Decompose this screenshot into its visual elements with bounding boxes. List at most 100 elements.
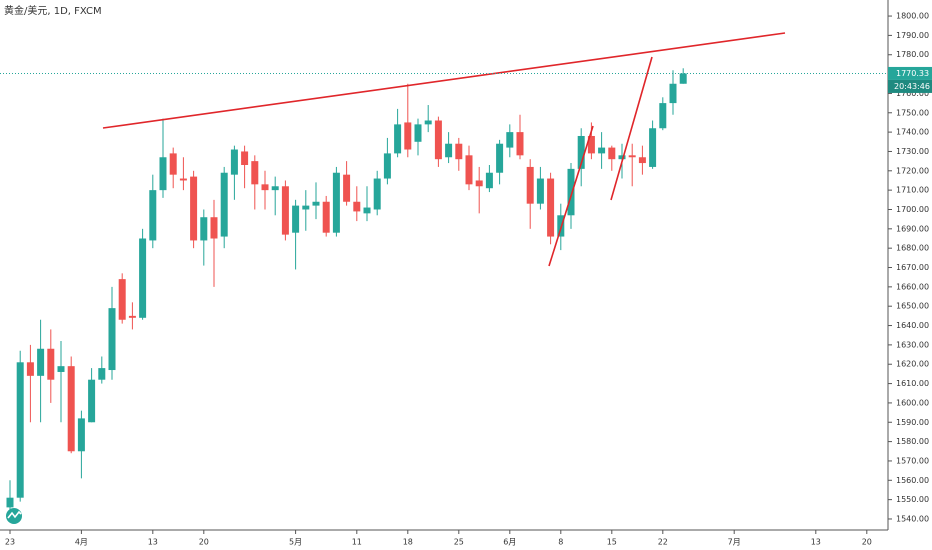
candle-body (322, 201, 330, 233)
y-tick-label: 1790.00 (896, 31, 929, 40)
logo (6, 508, 22, 524)
candle-body (567, 168, 575, 216)
candle-body (281, 186, 289, 235)
x-tick-label: 13 (811, 538, 821, 547)
y-tick-label: 1640.00 (896, 321, 929, 330)
candle-body (475, 180, 483, 187)
candle-body (485, 172, 493, 189)
candle-body (271, 186, 279, 191)
countdown-badge (888, 79, 932, 93)
y-tick-label: 1610.00 (896, 379, 929, 388)
x-tick-label: 23 (5, 538, 15, 547)
candle-body (230, 149, 238, 175)
candle-body (179, 178, 187, 181)
y-tick-label: 1660.00 (896, 282, 929, 291)
y-tick-label: 1800.00 (896, 12, 929, 21)
y-tick-label: 1780.00 (896, 50, 929, 59)
candle-body (363, 207, 371, 214)
y-tick-label: 1540.00 (896, 514, 929, 523)
price-badge-label: 1770.33 (896, 69, 929, 78)
y-tick-label: 1560.00 (896, 476, 929, 485)
y-tick-label: 1730.00 (896, 147, 929, 156)
candle-body (98, 368, 106, 380)
candle-body (577, 135, 585, 169)
x-tick-label: 13 (148, 538, 158, 547)
candle-body (383, 153, 391, 179)
y-tick-label: 1670.00 (896, 263, 929, 272)
x-tick-label: 22 (658, 538, 668, 547)
x-tick-label: 18 (403, 538, 413, 547)
candle-body (118, 279, 126, 320)
x-tick-label: 25 (454, 538, 464, 547)
trend-line (610, 56, 653, 201)
candle-body (159, 157, 167, 191)
candle-body (598, 147, 606, 154)
trend-line (102, 32, 786, 129)
candle-body (312, 201, 320, 206)
candle-body (434, 120, 442, 160)
candle-body (465, 155, 473, 185)
candle-body (343, 174, 351, 202)
x-tick-label: 7月 (728, 538, 741, 547)
candle-body (190, 176, 198, 241)
candle-body (445, 143, 453, 158)
y-tick-label: 1650.00 (896, 302, 929, 311)
candle-body (373, 178, 381, 210)
candle-body (618, 155, 626, 160)
x-tick-label: 4月 (75, 538, 88, 547)
candle-body (547, 178, 555, 237)
y-tick-label: 1680.00 (896, 244, 929, 253)
candle-body (679, 73, 687, 84)
candle-body (47, 348, 55, 380)
candle-body (26, 362, 34, 376)
candle-body (455, 143, 463, 160)
candle-body (261, 184, 269, 191)
y-tick-label: 1710.00 (896, 186, 929, 195)
candle-body (649, 128, 657, 167)
candle-body (496, 143, 504, 173)
chart-title: 黄金/美元, 1D, FXCM (4, 4, 102, 17)
candle-body (88, 379, 96, 423)
candle-body (526, 166, 534, 204)
candle-body (169, 153, 177, 175)
candle-body (57, 366, 65, 372)
candle-body (220, 172, 228, 237)
candle-body (241, 151, 249, 165)
candle-body (77, 418, 85, 452)
y-tick-label: 1690.00 (896, 224, 929, 233)
candle-body (332, 172, 340, 233)
y-tick-label: 1720.00 (896, 166, 929, 175)
candle-body (587, 135, 595, 154)
candle-body (6, 497, 14, 508)
candle-body (139, 238, 147, 318)
candle-body (149, 190, 157, 241)
candle-body (251, 161, 259, 185)
y-tick-label: 1740.00 (896, 128, 929, 137)
candle-body (67, 366, 75, 452)
candle-body (302, 205, 310, 210)
y-tick-label: 1620.00 (896, 360, 929, 369)
candle-body (394, 124, 402, 154)
y-tick-label: 1590.00 (896, 418, 929, 427)
candle-body (516, 132, 524, 156)
candle-body (16, 362, 24, 498)
x-tick-label: 15 (607, 538, 617, 547)
x-tick-label: 11 (352, 538, 362, 547)
x-tick-label: 20 (199, 538, 209, 547)
y-tick-label: 1630.00 (896, 340, 929, 349)
trend-line (548, 125, 594, 267)
candle-body (200, 217, 208, 241)
x-tick-label: 20 (862, 538, 872, 547)
x-tick-label: 6月 (503, 538, 516, 547)
candle-body (424, 120, 432, 125)
candle-body (506, 132, 514, 148)
y-tick-label: 1600.00 (896, 398, 929, 407)
candle-body (292, 205, 300, 233)
countdown-label: 20:43:46 (894, 82, 930, 91)
candle-body (669, 83, 677, 104)
price-badge (888, 66, 932, 80)
candle-body (659, 103, 667, 129)
y-tick-label: 1760.00 (896, 89, 929, 98)
